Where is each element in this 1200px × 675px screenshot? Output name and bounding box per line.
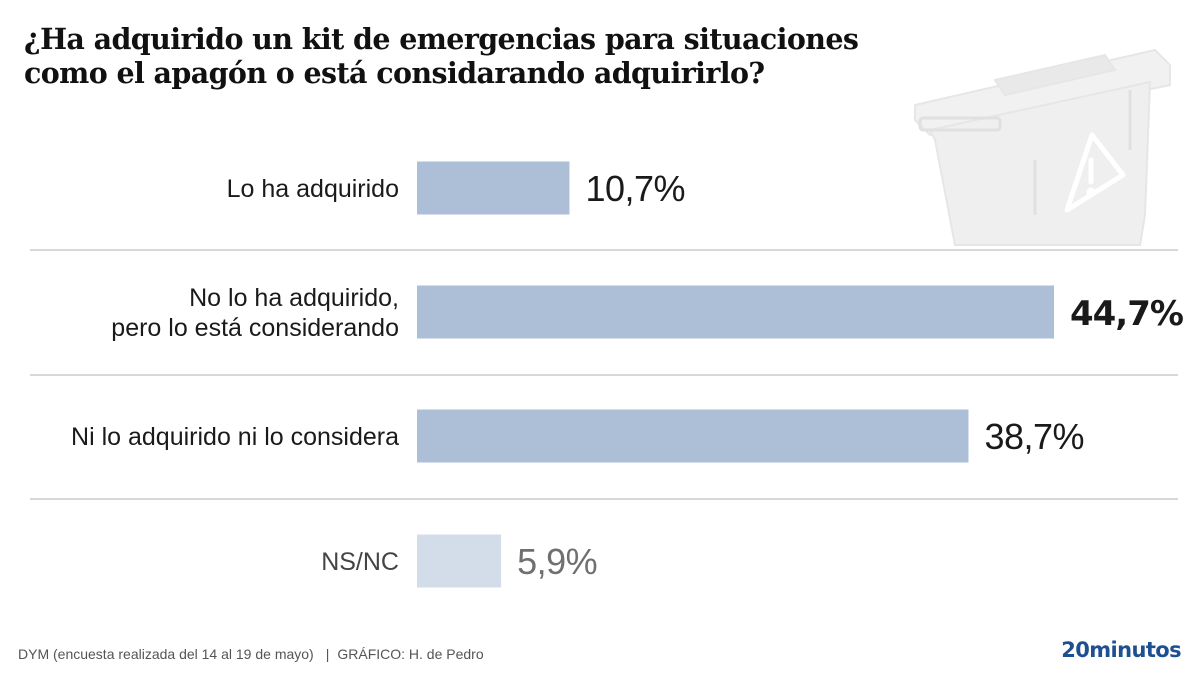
brand-logo: 20minutos xyxy=(1061,638,1181,662)
value-label: 5,9% xyxy=(517,541,597,582)
source-note: DYM (encuesta realizada del 14 al 19 de … xyxy=(18,646,484,662)
value-label: 44,7% xyxy=(1070,294,1183,334)
footer-separator: | xyxy=(325,646,330,662)
category-label: No lo ha adquirido, xyxy=(189,284,399,312)
bar xyxy=(417,409,969,463)
bar xyxy=(417,285,1054,339)
bar xyxy=(417,534,502,588)
credit-text: GRÁFICO: H. de Pedro xyxy=(337,646,484,662)
chart-title-line-1: ¿Ha adquirido un kit de emergencias para… xyxy=(24,22,859,56)
bar xyxy=(417,161,570,215)
chart-title: ¿Ha adquirido un kit de emergencias para… xyxy=(24,22,884,90)
emergency-kit-box-icon xyxy=(914,48,1171,246)
category-label: NS/NC xyxy=(321,548,399,576)
chart-title-line-2: como el apagón o está considarando adqui… xyxy=(24,56,765,90)
category-label: pero lo está considerando xyxy=(111,314,399,342)
value-label: 38,7% xyxy=(984,416,1084,457)
category-label: Ni lo adquirido ni lo considera xyxy=(71,423,399,451)
source-text: DYM (encuesta realizada del 14 al 19 de … xyxy=(18,646,314,662)
warning-triangle-icon xyxy=(1064,132,1126,213)
category-label: Lo ha adquirido xyxy=(227,175,399,203)
value-label: 10,7% xyxy=(585,168,685,209)
